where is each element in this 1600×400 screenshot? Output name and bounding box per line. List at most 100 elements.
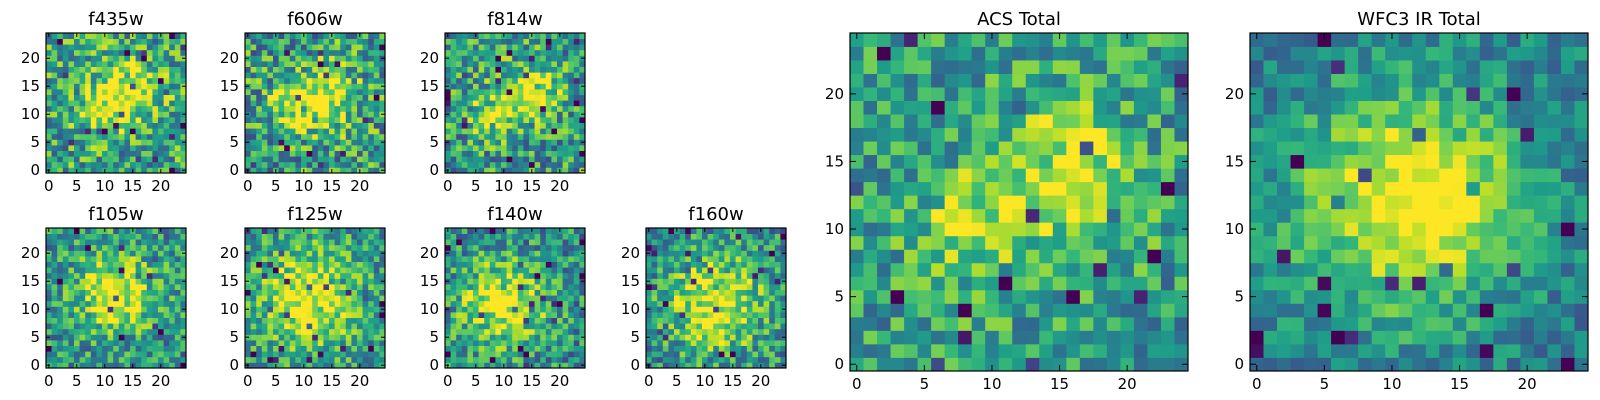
heatmap-cell: [289, 38, 296, 45]
heatmap-cell: [357, 306, 363, 313]
heatmap-cell: [68, 156, 75, 163]
heatmap-cell: [461, 340, 468, 346]
heatmap-cell: [668, 284, 675, 290]
heatmap-cell: [379, 77, 386, 84]
heatmap-cell: [379, 133, 386, 140]
heatmap-cell: [180, 340, 187, 346]
heatmap-cell: [90, 295, 97, 302]
heatmap-cell: [551, 345, 558, 352]
y-tick-label: 15: [21, 272, 40, 290]
heatmap-cell: [62, 300, 69, 307]
heatmap-cell: [1120, 316, 1135, 331]
heatmap-cell: [1093, 222, 1108, 237]
heatmap-cell: [85, 244, 92, 251]
heatmap-cell: [713, 351, 720, 358]
heatmap-cell: [917, 357, 932, 372]
heatmap-cell: [551, 244, 558, 251]
heatmap-cell: [273, 278, 279, 285]
heatmap-cell: [118, 328, 125, 335]
heatmap-cell: [102, 55, 108, 62]
heatmap-cell: [368, 289, 375, 296]
heatmap-cell: [877, 357, 891, 372]
heatmap-cell: [368, 100, 375, 107]
heatmap-cell: [467, 128, 474, 135]
heatmap-cell: [118, 55, 125, 62]
heatmap-cell: [702, 267, 708, 274]
heatmap-cell: [461, 38, 468, 45]
heatmap-cell: [174, 239, 181, 246]
heatmap-cell: [1160, 195, 1175, 210]
heatmap-cell: [467, 105, 474, 112]
heatmap-cell: [484, 111, 491, 118]
heatmap-cell: [301, 356, 307, 363]
heatmap-cell: [323, 139, 330, 146]
heatmap-cell: [746, 345, 753, 352]
heatmap-cell: [357, 239, 363, 246]
heatmap-cell: [340, 239, 347, 246]
heatmap-cell: [562, 161, 569, 168]
heatmap-cell: [473, 161, 479, 168]
heatmap-cell: [456, 244, 463, 251]
heatmap-cell: [256, 340, 263, 346]
heatmap-cell: [85, 267, 92, 274]
heatmap-cell: [340, 161, 347, 168]
heatmap-cell: [74, 278, 80, 285]
heatmap-cell: [90, 334, 97, 341]
heatmap-cell: [256, 66, 263, 73]
heatmap-cell: [679, 233, 686, 240]
x-tick-label: 5: [271, 372, 281, 390]
heatmap-cell: [113, 362, 120, 369]
heatmap-cell: [461, 323, 468, 330]
heatmap-cell: [752, 228, 759, 234]
heatmap-cell: [557, 317, 563, 324]
y-tick-label: 20: [220, 244, 239, 262]
heatmap-cell: [289, 122, 296, 129]
heatmap-cell: [169, 167, 176, 174]
heatmap-cell: [741, 340, 748, 346]
heatmap-cell: [57, 295, 64, 302]
heatmap-cell: [368, 256, 375, 262]
heatmap-cell: [90, 77, 97, 84]
heatmap-cell: [501, 239, 507, 246]
heatmap-cell: [169, 83, 176, 90]
heatmap-cell: [774, 345, 781, 352]
heatmap-cell: [850, 303, 864, 318]
heatmap-cell: [323, 66, 330, 73]
heatmap-cell: [741, 233, 748, 240]
heatmap-cell: [484, 161, 491, 168]
heatmap-cell: [702, 356, 708, 363]
heatmap-cell: [931, 276, 946, 291]
heatmap-cell: [506, 250, 513, 257]
heatmap-cell: [295, 272, 302, 279]
heatmap-cell: [152, 306, 159, 313]
heatmap-cell: [557, 133, 563, 140]
heatmap-cell: [679, 351, 686, 358]
heatmap-cell: [74, 117, 80, 123]
heatmap-cell: [562, 233, 569, 240]
heatmap-cell: [334, 284, 341, 290]
heatmap-cell: [141, 66, 148, 73]
heatmap-cell: [501, 94, 507, 101]
heatmap-cell: [312, 156, 319, 163]
heatmap-cell: [651, 295, 658, 302]
heatmap-cell: [74, 300, 80, 307]
heatmap-cell: [557, 345, 563, 352]
heatmap-cell: [169, 38, 176, 45]
heatmap-cell: [724, 272, 731, 279]
heatmap-cell: [169, 267, 176, 274]
heatmap-cell: [362, 38, 369, 45]
heatmap-cell: [573, 312, 580, 318]
heatmap-cell: [551, 156, 558, 163]
heatmap-cell: [102, 49, 108, 56]
heatmap-cell: [741, 300, 748, 307]
heatmap-cell: [484, 128, 491, 135]
heatmap-cell: [1106, 276, 1121, 291]
heatmap-cell: [662, 295, 669, 302]
heatmap-cell: [74, 105, 80, 112]
heatmap-cell: [379, 284, 386, 290]
heatmap-cell: [679, 284, 686, 290]
heatmap-cell: [124, 117, 131, 123]
heatmap-cell: [1160, 316, 1175, 331]
heatmap-cell: [579, 105, 586, 112]
